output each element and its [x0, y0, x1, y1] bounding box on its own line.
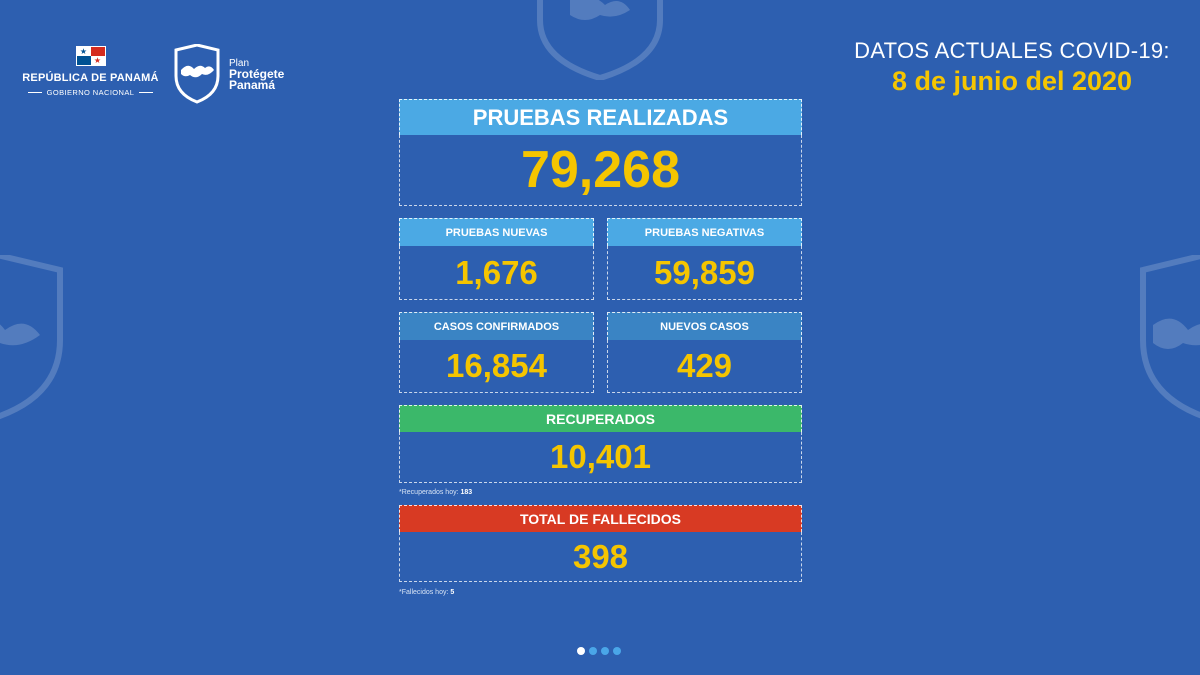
pagination-dots[interactable]: [577, 647, 621, 655]
panama-flag-icon: ★ ★: [75, 46, 106, 66]
government-title: REPÚBLICA DE PANAMÁ: [22, 72, 159, 84]
card-pruebas-realizadas: PRUEBAS REALIZADAS 79,268: [399, 99, 802, 206]
pagination-dot[interactable]: [589, 647, 597, 655]
plan-line2: Protégete: [229, 66, 285, 81]
card-value: 79,268: [399, 135, 802, 206]
card-value: 59,859: [607, 246, 802, 300]
card-recuperados: RECUPERADOS 10,401: [399, 405, 802, 483]
card-label: RECUPERADOS: [399, 405, 802, 432]
card-pruebas-negativas: PRUEBAS NEGATIVAS 59,859: [607, 218, 802, 300]
government-logo: ★ ★ REPÚBLICA DE PANAMÁ GOBIERNO NACIONA…: [18, 46, 163, 97]
card-label: PRUEBAS REALIZADAS: [399, 99, 802, 135]
card-value: 398: [399, 532, 802, 582]
card-label: PRUEBAS NUEVAS: [399, 218, 594, 246]
page-title: DATOS ACTUALES COVID-19:: [854, 38, 1170, 63]
card-nuevos-casos: NUEVOS CASOS 429: [607, 312, 802, 393]
plan-protegete-logo: Plan Protégete Panamá: [172, 44, 284, 104]
plan-line1: Plan: [229, 57, 250, 69]
background-shield-top-icon: [535, 0, 665, 80]
pagination-dot[interactable]: [613, 647, 621, 655]
card-label: TOTAL DE FALLECIDOS: [399, 505, 802, 532]
note-recuperados: *Recuperados hoy: 183: [399, 489, 473, 496]
card-label: PRUEBAS NEGATIVAS: [607, 218, 802, 246]
background-shield-right-icon: [1138, 255, 1200, 420]
government-subtitle: GOBIERNO NACIONAL: [18, 88, 163, 97]
card-value: 10,401: [399, 432, 802, 483]
plan-line3: Panamá: [229, 77, 276, 92]
card-label: CASOS CONFIRMADOS: [399, 312, 594, 340]
report-date: 8 de junio del 2020: [891, 66, 1133, 96]
card-value: 429: [607, 340, 802, 393]
card-fallecidos: TOTAL DE FALLECIDOS 398: [399, 505, 802, 582]
header-right: DATOS ACTUALES COVID-19: 8 de junio del …: [842, 38, 1182, 97]
pagination-dot[interactable]: [577, 647, 585, 655]
pagination-dot[interactable]: [601, 647, 609, 655]
card-value: 1,676: [399, 246, 594, 300]
note-fallecidos: *Fallecidos hoy: 5: [399, 589, 455, 596]
card-value: 16,854: [399, 340, 594, 393]
card-label: NUEVOS CASOS: [607, 312, 802, 340]
background-shield-left-icon: [0, 255, 65, 420]
card-pruebas-nuevas: PRUEBAS NUEVAS 1,676: [399, 218, 594, 300]
card-casos-confirmados: CASOS CONFIRMADOS 16,854: [399, 312, 594, 393]
shield-map-icon: [174, 44, 220, 104]
